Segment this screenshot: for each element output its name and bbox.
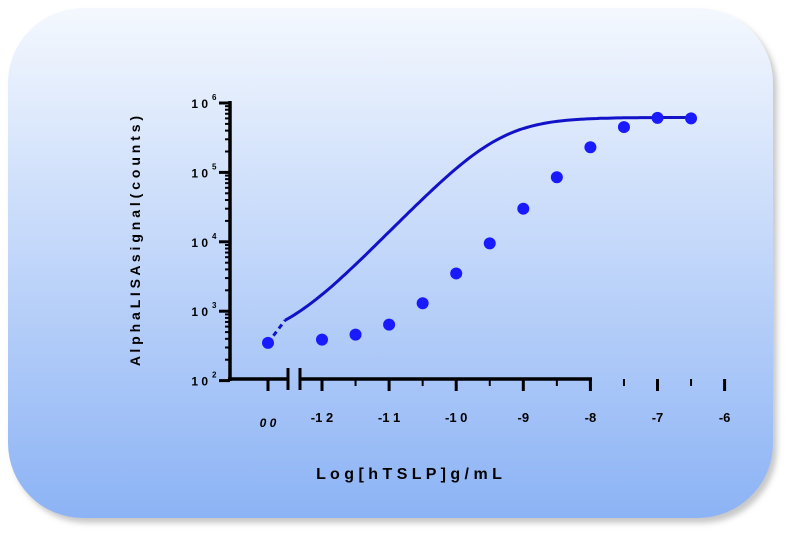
data-point (316, 333, 328, 346)
y-ticks: 1 0 2 1 0 3 1 0 4 1 0 5 1 0 6 (191, 93, 230, 389)
y-tick-exponent: 3 (212, 301, 217, 310)
x-tick-label: -1 1 (378, 410, 400, 425)
series (262, 111, 698, 349)
x-ticks: -1 2 -1 1 -1 0 -9 -8 -7 -6 (311, 379, 731, 425)
data-point (617, 121, 630, 134)
panel-background (8, 8, 773, 518)
x-tick-label: -1 2 (311, 410, 333, 425)
y-tick-exponent: 4 (212, 232, 217, 241)
y-tick-label: 1 0 (191, 236, 208, 250)
y-tick-exponent: 2 (212, 371, 217, 380)
y-tick-label: 1 0 (191, 166, 208, 180)
y-tick-label: 1 0 (191, 97, 208, 111)
data-point (584, 141, 597, 154)
y-tick-label: 1 0 (191, 305, 208, 319)
zero-group: 0 0 (260, 379, 277, 430)
series-fit-curve (284, 116, 688, 322)
y-tick-exponent: 6 (212, 93, 217, 102)
x-tick-label: -7 (652, 410, 664, 425)
y-tick-label: 1 0 (191, 375, 208, 389)
zero-tick-label: 0 0 (260, 416, 277, 430)
x-tick-label: -6 (719, 410, 731, 425)
data-point (416, 297, 429, 310)
data-point (651, 111, 664, 124)
data-point-zero (262, 336, 274, 349)
data-point (550, 171, 563, 184)
x-tick-label: -9 (518, 410, 530, 425)
data-point (450, 267, 463, 280)
x-tick-label: -8 (585, 410, 597, 425)
data-point (517, 202, 530, 215)
x-tick-label: -1 0 (445, 410, 467, 425)
data-point (349, 328, 362, 341)
y-axis-label: A l p h a L I S A s i g n a l ( c o u n … (127, 116, 143, 366)
data-point (383, 318, 396, 331)
data-point (483, 237, 496, 250)
x-axis-label: L o g [ h T S L P ] g / m L (316, 466, 502, 483)
data-point (685, 112, 698, 125)
y-tick-exponent: 5 (212, 162, 217, 171)
